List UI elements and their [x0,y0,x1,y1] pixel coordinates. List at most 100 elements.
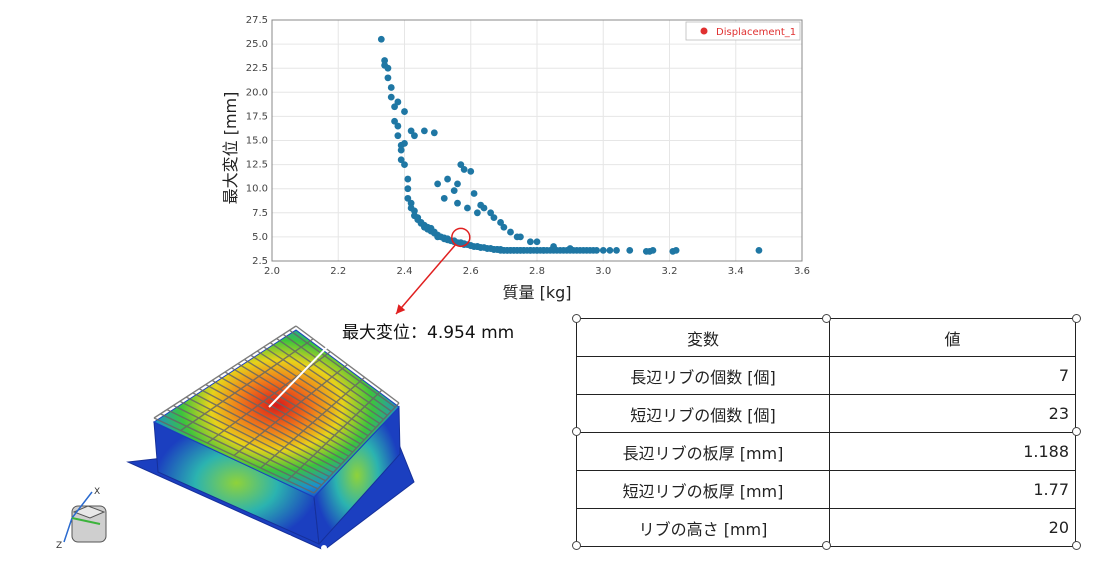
row-name: 長辺リブの板厚 [mm] [576,432,830,471]
scatter-point [467,167,475,175]
resize-handle-bm[interactable] [822,541,831,550]
row-value: 20 [829,508,1076,547]
long-rib [153,325,297,419]
resize-handle-tr[interactable] [1072,314,1081,323]
scatter-point [397,156,405,164]
scatter-point [599,246,607,254]
scatter-point [394,122,402,130]
scatter-point [490,214,498,222]
resize-handle-tm[interactable] [822,314,831,323]
highlight-circle [451,227,471,248]
scatter-point [517,233,524,241]
table-row: 長辺リブの板厚 [mm] 1.188 [576,432,1076,471]
x-tick-labels: 2.0 2.2 2.4 2.6 2.8 3.0 3.2 3.4 3.6 [264,266,810,277]
scatter-point [460,166,468,173]
scatter-point [430,129,438,137]
widget-cube-face [72,505,106,519]
resize-handle-br[interactable] [1072,541,1081,550]
scatter-point [755,246,763,254]
scatter-point [411,132,418,140]
table-row: 短辺リブの板厚 [mm] 1.77 [576,470,1076,509]
ribs [153,325,400,494]
scatter-point [470,190,478,197]
scatter-point [454,180,461,188]
scatter-point [401,161,408,169]
x-axis-letter: X [94,487,100,497]
plot-area-border [271,19,803,262]
y-tick-labels: 2.5 5.0 7.5 10.0 12.5 15.0 17.5 20.0 22.5 25.0 27.… [246,15,268,267]
table-row: 長辺リブの個数 [個] 7 [576,356,1076,395]
mount-hole [205,507,211,513]
scatter-point [497,219,504,226]
y-tick-label: 5.0 [252,232,268,243]
axis-orientation-widget[interactable]: X Z [52,484,124,554]
x-tick-label: 2.2 [330,266,346,277]
x-tick-label: 3.2 [662,266,678,277]
scatter-point [377,35,385,43]
scatter-point [477,201,485,209]
scatter-point [457,161,465,169]
resize-handle-tl[interactable] [572,314,581,323]
resize-handle-ml[interactable] [572,427,581,436]
scatter-point [401,108,408,115]
highlight-arrow [395,243,457,315]
y-axis-title: 最大変位 [mm] [221,92,240,205]
scatter-point [407,127,415,135]
y-tick-label: 22.5 [246,63,268,74]
y-tick-label: 12.5 [246,160,268,171]
y-tick-label: 15.0 [246,136,268,147]
scatter-point [526,238,534,246]
legend: Displacement_1 [685,21,801,41]
row-name: 短辺リブの個数 [個] [576,394,830,433]
mount-hole [321,545,327,551]
mount-hole [286,535,292,541]
scatter-point [626,246,634,254]
scatter-point [391,117,398,125]
y-tick-label: 27.5 [246,15,268,26]
scatter-point [550,243,557,250]
long-rib [313,402,400,494]
scatter-point [404,175,412,183]
row-value: 7 [829,356,1076,395]
scatter-point [450,187,458,195]
scatter-point [487,209,495,217]
scatter-point [397,146,405,154]
legend-label: Displacement_1 [716,27,796,38]
scatter-point [566,245,574,252]
scatter-point [473,209,481,217]
scatter-point [440,194,448,202]
scatter-point [401,139,408,147]
legend-marker [700,27,708,35]
variables-table-container: 変数 値 長辺リブの個数 [個] 7 短辺リブの個数 [個] 23 長辺リブの板… [572,314,1081,550]
x-axis-title: 質量 [kg] [503,283,572,302]
displacement-contour-render [126,325,415,551]
scatter-point [649,246,657,254]
leader-line [268,339,335,408]
table-row: リブの高さ [mm] 20 [576,508,1076,547]
mount-hole [403,439,409,445]
y-axis-arrow [71,517,101,525]
row-value: 1.77 [829,470,1076,509]
scatter-points [377,35,763,255]
resize-handle-bl[interactable] [572,541,581,550]
legend-box [685,21,801,41]
y-tick-label: 10.0 [246,184,268,195]
y-tick-label: 17.5 [246,111,268,122]
highlight-annotation [395,227,471,315]
row-value: 1.188 [829,432,1076,471]
x-axis-arrow [71,491,93,519]
scatter-point [593,246,601,254]
long-rib [206,351,331,444]
scatter-point [387,84,395,91]
y-tick-label: 2.5 [252,256,268,267]
row-name: 短辺リブの板厚 [mm] [576,470,830,509]
scatter-point [387,93,395,101]
x-tick-label: 2.4 [397,266,413,277]
x-tick-label: 3.6 [794,266,810,277]
resize-handle-mr[interactable] [1072,427,1081,436]
scatter-point [434,180,442,188]
scatter-point [454,199,461,207]
scatter-point [407,199,415,207]
x-tick-label: 2.8 [529,266,545,277]
